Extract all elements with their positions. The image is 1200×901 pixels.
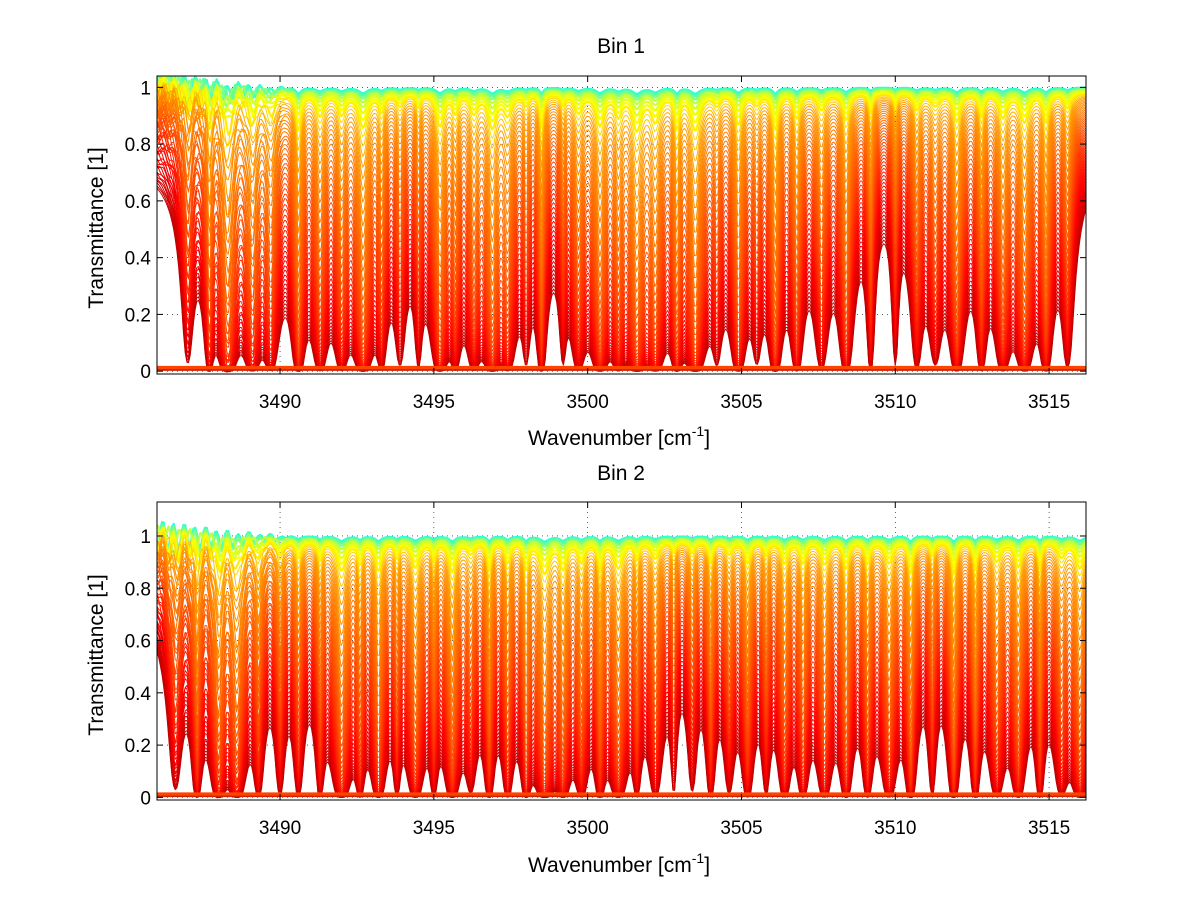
series-line: [157, 94, 1086, 249]
y-tick-label: 1: [140, 78, 151, 99]
y-tick-label: 1: [140, 527, 151, 548]
x-axis-label: Wavenumber [cm-1]: [528, 423, 710, 450]
y-axis-label: Transmittance [1]: [85, 147, 108, 308]
x-tick-label: 3500: [567, 392, 609, 413]
x-tick-label: 3515: [1028, 818, 1070, 839]
series-line: [157, 77, 1086, 136]
x-tick-label: 3505: [720, 818, 762, 839]
y-tick-label: 0.6: [125, 192, 151, 213]
ticks: 3490 3495 3500 3505 3510 3515 0 0.2 0.4 0.6 0.8 1: [125, 502, 1086, 839]
series-line: [157, 540, 1086, 634]
series-line: [157, 107, 1086, 328]
y-tick-label: 0: [140, 788, 151, 809]
series-line: [157, 103, 1086, 302]
series-line: [157, 529, 1086, 576]
series-line: [157, 95, 1086, 261]
series-line: [157, 86, 1086, 202]
series-line: [157, 532, 1086, 584]
series-line: [157, 77, 1086, 125]
series-line: [157, 101, 1086, 293]
series-line: [157, 527, 1086, 562]
x-axis-label-suffix: ]: [704, 854, 710, 877]
series-layer: [157, 520, 1086, 799]
x-axis-label-suffix: ]: [704, 427, 710, 450]
x-tick-label: 3515: [1028, 392, 1070, 413]
series-line: [157, 87, 1086, 215]
series-line: [157, 536, 1086, 623]
y-tick-label: 0.8: [125, 579, 151, 600]
series-line: [157, 545, 1086, 667]
x-tick-label: 3510: [874, 392, 916, 413]
plot-area: [156, 501, 1087, 801]
y-tick-label: 0.8: [125, 135, 151, 156]
series-layer: [157, 76, 1086, 373]
series-line: [157, 108, 1086, 335]
x-axis-label-text: Wavenumber [cm: [528, 854, 692, 877]
series-line: [157, 120, 1086, 352]
series-line: [157, 526, 1086, 558]
series-line: [157, 97, 1086, 285]
y-tick-label: 0: [140, 362, 151, 383]
panel-bin-1: Bin 1 3490 3495 3500 3505 3510 3515 0 0.2 0.4 0.6…: [85, 35, 1087, 450]
y-axis-label: Transmittance [1]: [85, 574, 108, 735]
series-line: [157, 76, 1086, 118]
series-line: [157, 96, 1086, 274]
x-axis-label-superscript: -1: [692, 423, 705, 439]
series-line: [157, 90, 1086, 225]
series-line: [157, 85, 1086, 187]
series-line: [157, 116, 1086, 344]
y-tick-label: 0.2: [125, 305, 151, 326]
series-line: [157, 541, 1086, 645]
series-line: [157, 85, 1086, 175]
series-line: [157, 540, 1086, 656]
series-line: [157, 79, 1086, 148]
series-line: [157, 535, 1086, 602]
y-tick-label: 0.6: [125, 632, 151, 653]
series-line: [157, 121, 1086, 360]
series-line: [157, 113, 1086, 339]
series-line: [157, 106, 1086, 319]
x-tick-label: 3505: [720, 392, 762, 413]
series-line: [157, 548, 1086, 678]
panel-title: Bin 1: [597, 35, 645, 58]
series-line: [157, 76, 1086, 107]
x-tick-label: 3490: [259, 818, 301, 839]
ticks: 3490 3495 3500 3505 3510 3515 0 0.2 0.4 0.6 0.8 1: [125, 76, 1086, 413]
series-line: [157, 81, 1086, 153]
series-line: [157, 92, 1086, 237]
panel-bin-2: Bin 2 3490 3495 3500 3505 3510 3515 0 0.2 0.4 0.6…: [85, 462, 1087, 877]
x-tick-label: 3490: [259, 392, 301, 413]
series-line: [157, 120, 1086, 357]
y-tick-label: 0.2: [125, 736, 151, 757]
series-line: [157, 531, 1086, 594]
series-line: [157, 118, 1086, 348]
x-tick-label: 3495: [413, 392, 455, 413]
series-line: [157, 105, 1086, 311]
plot-area: [156, 75, 1087, 375]
x-tick-label: 3510: [874, 818, 916, 839]
series-line: [157, 83, 1086, 164]
x-tick-label: 3495: [413, 818, 455, 839]
panel-title: Bin 2: [597, 462, 645, 485]
x-axis-label: Wavenumber [cm-1]: [528, 850, 710, 877]
series-line: [157, 536, 1086, 613]
y-tick-label: 0.4: [125, 684, 152, 705]
y-tick-label: 0.4: [125, 249, 152, 270]
x-tick-label: 3500: [567, 818, 609, 839]
x-axis-label-text: Wavenumber [cm: [528, 427, 692, 450]
x-axis-label-superscript: -1: [692, 850, 705, 866]
series-line: [157, 76, 1086, 109]
series-line: [157, 76, 1086, 114]
